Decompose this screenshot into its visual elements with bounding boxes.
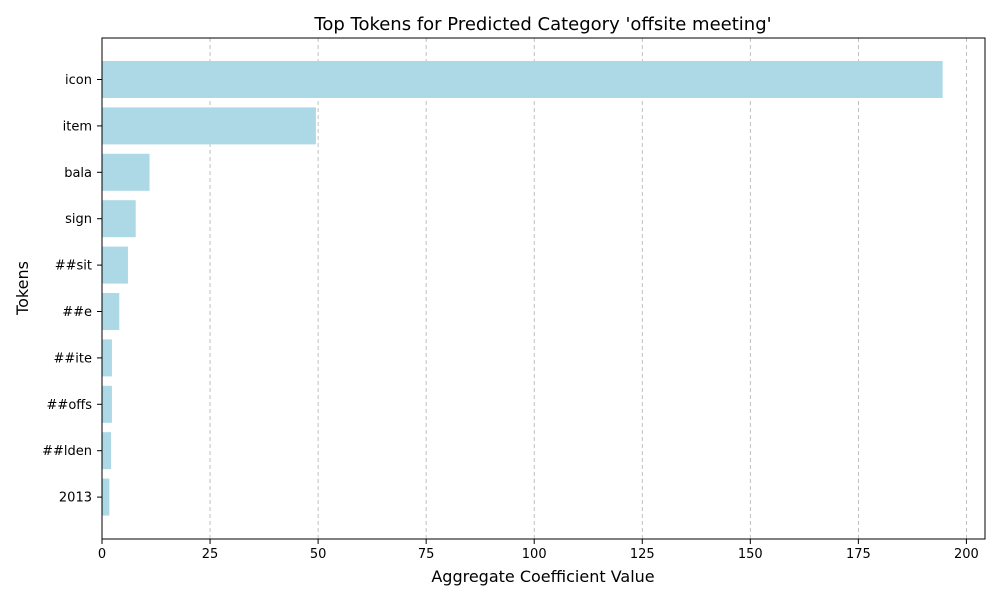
y-tick-label: ##ite [54, 351, 93, 366]
y-tick-label: ##e [62, 305, 92, 320]
x-tick-label: 150 [738, 547, 763, 562]
bar-ite [102, 339, 112, 377]
y-axis-ticks: icon item bala sign ##sit ##e ##ite ##offs ##lde… [42, 73, 102, 506]
y-tick-label: ##offs [47, 398, 93, 413]
bar-offs [102, 385, 112, 423]
x-tick-label: 25 [202, 547, 219, 562]
x-tick-label: 125 [630, 547, 655, 562]
y-tick-label: ##lden [42, 444, 92, 459]
x-tick-label: 0 [98, 547, 106, 562]
plot-frame [101, 37, 986, 540]
y-tick-label: sign [65, 212, 92, 227]
x-axis-ticks: 0 25 50 75 100 125 150 175 200 [98, 539, 979, 562]
y-tick-label: 2013 [59, 491, 92, 506]
x-tick-label: 100 [522, 547, 547, 562]
bar-icon [102, 61, 943, 98]
bar-sign [102, 200, 136, 238]
chart-title: Top Tokens for Predicted Category 'offsi… [313, 14, 771, 35]
bar-sit [102, 246, 128, 284]
x-tick-label: 75 [418, 547, 435, 562]
x-axis-label: Aggregate Coefficient Value [431, 567, 654, 586]
bars [102, 61, 943, 516]
y-tick-label: ##sit [55, 259, 92, 274]
bar-bala [102, 153, 150, 191]
bar-e [102, 293, 120, 330]
y-tick-label: item [63, 119, 92, 134]
y-tick-label: bala [64, 166, 92, 181]
y-tick-label: icon [65, 73, 92, 88]
bar-2013 [102, 478, 110, 516]
y-axis-label: Tokens [13, 261, 32, 316]
x-tick-label: 50 [310, 547, 327, 562]
bar-item [102, 107, 316, 145]
bar-lden [102, 432, 112, 470]
x-tick-label: 200 [954, 547, 979, 562]
x-tick-label: 175 [846, 547, 871, 562]
